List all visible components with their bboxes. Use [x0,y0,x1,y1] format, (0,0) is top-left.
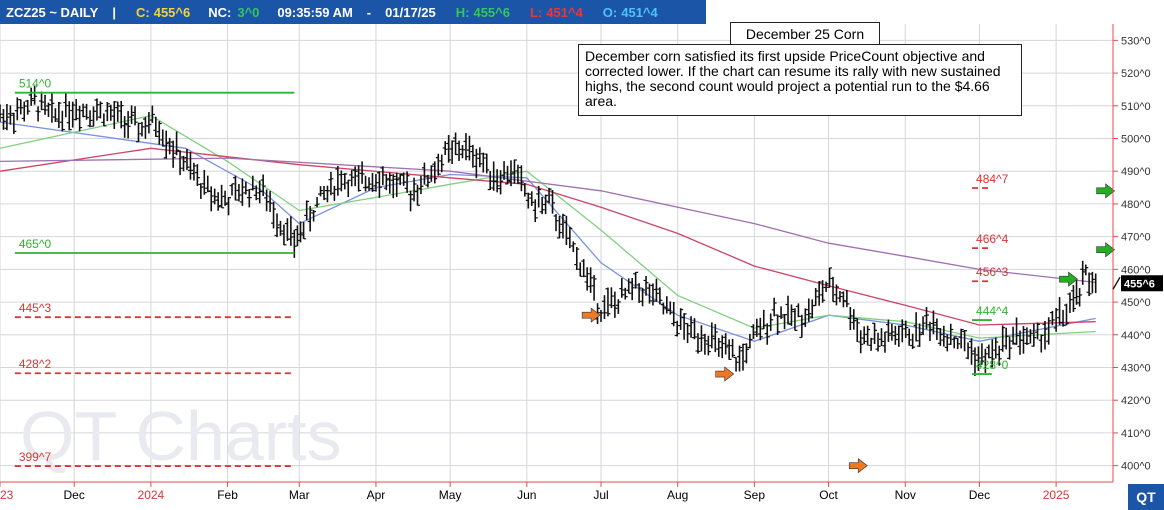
x-tick-label: 2024 [138,488,165,502]
header-separator: | [112,4,116,20]
level-label: 456^3 [976,265,1009,279]
x-tick-label: 2023 [0,488,14,502]
y-tick-label: 450^0 [1121,297,1151,309]
x-tick-label: Sep [744,488,766,502]
x-axis: 2023 Dec 2024 Feb Mar Apr May Jun Jul Aug Sep Oct No… [0,481,1113,502]
commentary-note: December corn satisfied its first upside… [578,44,1022,116]
signal-arrows [581,183,1116,474]
low-label: L: [529,4,543,20]
x-tick-label: May [439,488,462,502]
x-tick-label: Mar [289,488,310,502]
x-tick-label: Jun [517,488,536,502]
price-bars [0,85,1097,376]
last-price-label: 455^6 [1124,278,1155,290]
chart-title: December 25 Corn [730,22,880,46]
y-tick-label: 470^0 [1121,232,1151,244]
moving-average-line [0,114,1096,339]
y-tick-label: 400^0 [1121,461,1151,473]
level-label: 466^4 [976,232,1009,246]
quote-date: 01/17/25 [385,4,436,20]
symbol-label[interactable]: ZCZ25 ~ DAILY [6,4,99,20]
close-label: C: [136,4,150,20]
y-tick-label: 430^0 [1121,363,1151,375]
x-tick-label: Apr [367,488,386,502]
x-tick-label: Jul [593,488,608,502]
close-value: 455^6 [153,4,191,20]
y-tick-label: 510^0 [1121,101,1151,113]
signal-arrow-icon [1096,183,1116,199]
moving-average-line [0,147,1096,326]
watermark: QT Charts [20,397,342,475]
y-tick-label: 530^0 [1121,35,1151,47]
y-tick-label: 420^0 [1121,395,1151,407]
quote-time: 09:35:59 AM [277,4,353,20]
quote-header: ZCZ25 ~ DAILY | C: 455^6 NC: 3^0 09:35:5… [0,0,706,24]
x-tick-label: Feb [217,488,238,502]
y-tick-label: 480^0 [1121,199,1151,211]
y-tick-label: 500^0 [1121,134,1151,146]
level-label: 428^0 [976,358,1009,372]
level-label: 445^3 [19,301,52,315]
y-tick-label: 440^0 [1121,330,1151,342]
x-tick-label: Dec [969,488,990,502]
y-axis: 400^0 410^0 420^0 430^0 440^0 450^0 460^0 470^0… [1112,24,1151,482]
signal-arrow-icon [581,307,601,323]
header-dash: - [366,4,372,20]
y-tick-label: 410^0 [1121,428,1151,440]
level-label: 399^7 [19,450,52,464]
x-tick-label: Aug [667,488,688,502]
x-tick-label: Oct [819,488,838,502]
moving-averages [0,114,1096,342]
y-tick-label: 460^0 [1121,264,1151,276]
x-tick-label: Dec [64,488,85,502]
qt-logo[interactable]: QT [1128,484,1164,510]
last-price-marker: 455^6 [1112,275,1163,292]
y-tick-label: 490^0 [1121,166,1151,178]
nc-label: NC: [208,4,232,20]
signal-arrow-icon [715,366,735,382]
low-value: 451^4 [546,4,583,20]
open-value: 451^4 [621,4,658,20]
open-label: O: [602,4,618,20]
signal-arrow-icon [1096,242,1116,258]
level-label: 484^7 [976,172,1009,186]
high-label: H: [455,4,470,20]
level-label: 514^0 [19,77,52,91]
x-tick-label: 2025 [1043,488,1070,502]
moving-average-line [0,121,1096,342]
x-tick-label: Nov [895,488,916,502]
signal-arrow-icon [848,458,868,474]
last-price-pointer [1112,276,1121,290]
nc-value: 3^0 [237,4,260,20]
level-label: 465^0 [19,237,52,251]
high-value: 455^6 [473,4,510,20]
level-label: 428^2 [19,357,52,371]
moving-average-line [0,157,1096,284]
y-tick-label: 520^0 [1121,68,1151,80]
pricecount-levels: 514^0 465^0 445^3 428^2 399^7 484^7 466^4 456^3… [14,77,1009,467]
signal-arrow-icon [1059,271,1078,287]
last-price-box [1121,275,1163,292]
level-label: 444^4 [976,304,1009,318]
